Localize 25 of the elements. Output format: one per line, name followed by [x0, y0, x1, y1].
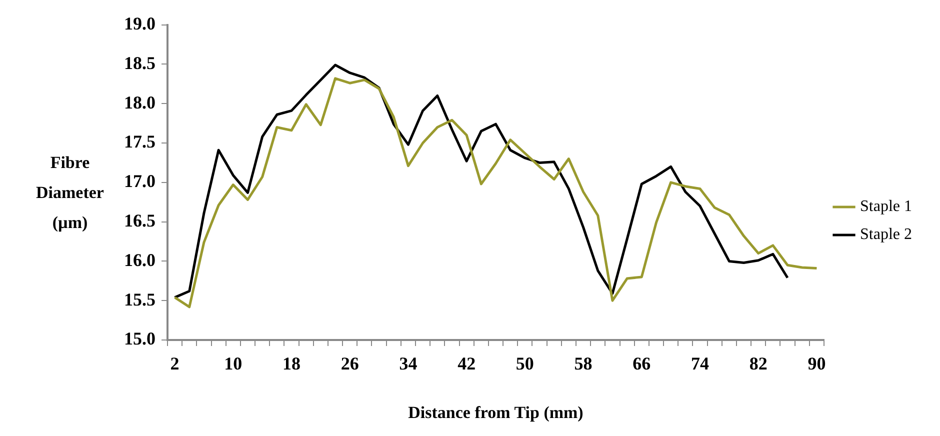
x-tick-label: 58 [574, 353, 592, 374]
y-tick-label: 18.0 [124, 92, 156, 112]
y-tick-label: 16.0 [124, 250, 156, 270]
x-tick-label: 10 [224, 353, 242, 374]
x-tick-label: 2 [170, 353, 180, 374]
x-tick-label: 90 [808, 353, 826, 374]
y-tick-label: 17.5 [124, 132, 156, 152]
x-tick-label: 82 [749, 353, 768, 374]
legend-label: Staple 1 [860, 198, 912, 216]
y-tick-label: 15.0 [124, 328, 156, 349]
x-tick-label: 74 [691, 353, 709, 374]
x-tick-label: 26 [340, 353, 359, 374]
y-tick-label: 16.5 [124, 210, 156, 230]
x-tick-label: 18 [282, 353, 301, 374]
y-tick-label: 19.0 [124, 13, 156, 34]
y-tick-label: 17.0 [124, 171, 156, 192]
x-axis-title: Distance from Tip (mm) [408, 403, 584, 422]
x-tick-label: 50 [516, 353, 534, 374]
y-tick-label: 15.5 [124, 289, 156, 310]
y-axis-title: Fibre Diameter (µm) [35, 152, 105, 234]
x-tick-label: 66 [632, 353, 651, 374]
y-tick-label: 18.5 [124, 52, 156, 73]
legend-label: Staple 2 [860, 226, 912, 244]
x-tick-label: 34 [399, 353, 418, 374]
x-tick-label: 42 [458, 353, 476, 374]
